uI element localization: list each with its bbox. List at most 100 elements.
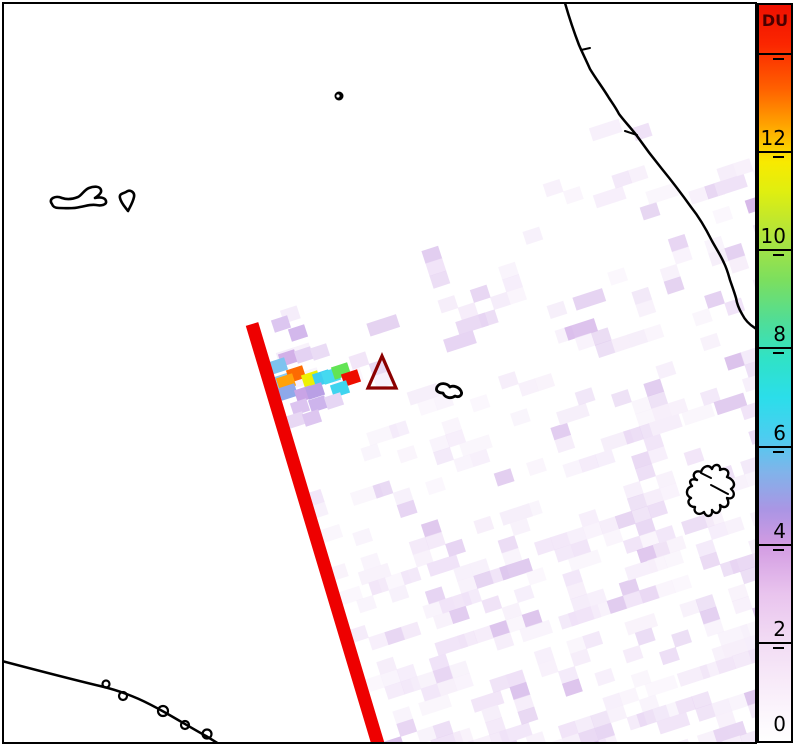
coast-northeast-inlet-b (624, 130, 638, 136)
island-west-long (49, 185, 108, 210)
noise-pixel (671, 574, 693, 593)
noise-pixel (699, 387, 721, 406)
noise-pixel (618, 578, 640, 597)
noise-pixel (724, 242, 746, 262)
colorbar-tick-dash (773, 548, 784, 551)
colorbar-tick-label: 2 (773, 616, 786, 641)
noise-pixel (643, 378, 665, 397)
noise-pixel (655, 579, 676, 599)
noise-pixel (744, 359, 755, 378)
noise-pixel (688, 186, 709, 205)
noise-pixel (752, 274, 755, 294)
noise-pixel (681, 403, 716, 426)
volcano-triangle-icon (365, 352, 399, 390)
coast-wiggle (117, 690, 129, 702)
noise-pixel (392, 706, 414, 725)
noise-pixel (659, 646, 680, 666)
noise-pixel (432, 720, 454, 739)
noise-pixel (436, 678, 458, 697)
noise-pixel (675, 696, 696, 715)
noise-pixel (667, 233, 689, 253)
island-east-of-marker (435, 382, 463, 400)
noise-pixel (429, 270, 451, 289)
coast-wiggle (179, 719, 191, 731)
noise-pixel (421, 245, 443, 264)
coastlines (4, 4, 755, 742)
so2-plume-pixels (267, 315, 362, 429)
noise-pixel (676, 664, 711, 687)
noise-pixel (752, 220, 755, 239)
noise-pixel (648, 413, 683, 437)
coast-northeast (563, 4, 755, 330)
colorbar-tick (759, 249, 791, 252)
noise-pixel (424, 586, 446, 605)
noise-pixel (412, 549, 434, 568)
noise-pixel (498, 722, 533, 742)
noise-pixel (477, 309, 499, 328)
noise-pixel (655, 470, 677, 489)
noise-pixel (417, 397, 438, 416)
noise-pixel (533, 646, 555, 665)
noise-pixel (622, 645, 644, 664)
volcano-marker (365, 352, 399, 390)
noise-pixel (647, 445, 669, 464)
plume-pixel (285, 411, 307, 429)
noise-pixel (618, 687, 640, 706)
noise-pixel (384, 626, 406, 646)
noise-pixel (506, 286, 527, 305)
noise-pixel (406, 383, 441, 406)
noise-pixel (655, 525, 677, 544)
noise-pixel (630, 669, 652, 689)
noise-pixel (366, 314, 401, 337)
noise-pixel (607, 267, 629, 286)
noise-pixel (695, 703, 717, 722)
noise-pixel (368, 632, 390, 651)
noise-pixel (432, 611, 454, 630)
noise-pixel (493, 468, 515, 487)
colorbar-tick-dash (773, 58, 784, 61)
noise-pixel (566, 636, 587, 655)
noise-pixel (489, 674, 511, 693)
noise-pixel (740, 401, 755, 421)
noise-pixel (631, 450, 652, 470)
noise-pixel (525, 567, 547, 586)
noise-pixel (716, 163, 738, 182)
noise-pixel (372, 370, 394, 390)
noise-pixel (611, 170, 633, 189)
noise-pixel (739, 620, 755, 639)
noise-pixel (740, 456, 755, 475)
noise-pixel (598, 735, 620, 742)
noise-pixel (713, 392, 748, 416)
noise-pixel (469, 284, 491, 303)
noise-pixel (594, 339, 616, 358)
noise-pixel (644, 674, 679, 698)
noise-pixel (566, 581, 588, 600)
noise-pixel (635, 299, 657, 318)
noise-pixel (534, 537, 555, 556)
noise-pixel (691, 691, 713, 710)
plume-pixel (309, 343, 331, 361)
noise-pixel (623, 426, 644, 445)
noise-pixel (392, 487, 414, 506)
noise-pixel (509, 408, 531, 427)
noise-pixel (562, 569, 584, 588)
noise-pixel (740, 347, 755, 366)
noise-pixel (501, 547, 523, 566)
noise-pixel (473, 625, 495, 644)
noise-pixel (728, 255, 750, 274)
noise-pixel (723, 735, 745, 742)
noise-pixel (659, 263, 681, 283)
plume-pixel (289, 398, 311, 416)
noise-pixel (671, 246, 693, 265)
noise-pixel (473, 734, 494, 742)
colorbar-tick-label: 12 (760, 126, 786, 151)
noise-pixel (652, 535, 687, 558)
map-panel (2, 2, 757, 744)
noise-pixel (588, 118, 623, 142)
noise-pixel (490, 291, 511, 311)
noise-pixel (372, 480, 394, 499)
noise-pixel (622, 590, 644, 609)
noise-pixel (631, 396, 653, 415)
noise-pixel (481, 704, 503, 723)
noise-pixel (513, 694, 535, 713)
